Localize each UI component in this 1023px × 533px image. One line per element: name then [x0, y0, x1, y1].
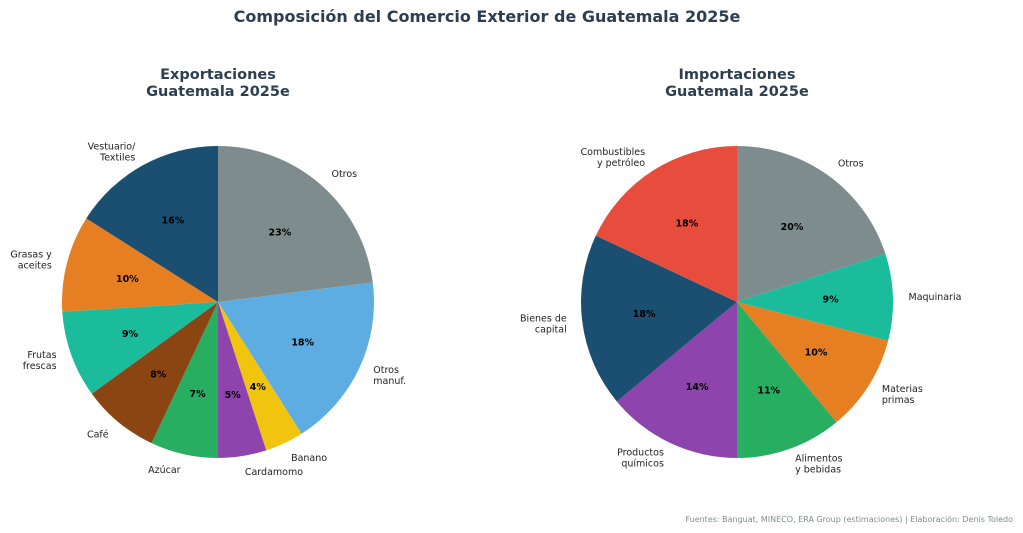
exports-pct-label-2: 4% [250, 382, 267, 393]
exports-title-line-2: Guatemala 2025e [146, 84, 290, 100]
exports-slice-2 [218, 302, 302, 451]
imports-slice-label-line: primas [882, 395, 915, 406]
exports-slice-1 [218, 282, 374, 434]
exports-pct-label-7: 10% [116, 274, 139, 285]
exports-slice-4 [151, 302, 218, 459]
imports-slice-label-line: Productos [617, 447, 664, 458]
exports-slice-label-line: Azúcar [148, 465, 181, 476]
exports-slice-label-0: Otros [331, 169, 357, 180]
imports-slice-5 [581, 235, 737, 402]
imports-title-line-1: Importaciones [678, 67, 795, 83]
imports-slice-label-line: Maquinaria [909, 292, 962, 303]
exports-slice-label-line: Textiles [99, 153, 135, 164]
imports-slice-label-line: Bienes de [520, 314, 567, 325]
imports-slice-0 [737, 146, 886, 302]
exports-slice-label-5: Café [87, 430, 109, 441]
imports-pct-label-1: 9% [822, 295, 839, 306]
exports-slice-label-line: Otros [331, 169, 357, 180]
imports-slice-label-1: Maquinaria [909, 292, 962, 303]
imports-slice-3 [737, 302, 837, 458]
imports-slice-label-4: Productos químicos [617, 447, 664, 469]
imports-slice-label-6: Combustibles y petróleo [581, 147, 646, 169]
exports-pct-label-3: 5% [225, 390, 242, 401]
imports-pct-label-5: 18% [633, 309, 656, 320]
exports-slice-label-line: Vestuario/ [88, 142, 136, 153]
imports-slice-label-line: Combustibles [581, 147, 646, 158]
exports-slice-5 [91, 302, 218, 444]
exports-slice-label-line: Grasas y [10, 249, 52, 260]
exports-pct-label-6: 9% [122, 329, 139, 340]
exports-title-line-1: Exportaciones [160, 67, 276, 83]
exports-pie: Exportaciones Guatemala 2025e 23% Otros 18… [10, 67, 406, 478]
imports-slice-label-5: Bienes de capital [520, 314, 567, 336]
imports-slice-6 [595, 146, 737, 302]
exports-slice-label-8: Vestuario/Textiles [88, 142, 136, 164]
imports-slice-label-3: Alimentos y bebidas [795, 453, 842, 475]
exports-slice-label-line: Cardamomo [245, 467, 303, 478]
exports-slice-label-line: frescas [23, 361, 57, 372]
exports-slice-label-line: aceites [18, 260, 52, 271]
exports-slice-label-4: Azúcar [148, 465, 181, 476]
imports-slice-label-line: y bebidas [795, 464, 841, 475]
exports-slice-label-line: Frutas [27, 350, 56, 361]
exports-slice-label-1: Otros manuf. [373, 365, 406, 387]
source-note: Fuentes: Banguat, MINECO, ERA Group (est… [685, 514, 1013, 524]
chart-main-title: Composición del Comercio Exterior de Gua… [234, 7, 741, 26]
exports-slice-label-line: Otros [373, 365, 399, 376]
imports-pct-label-3: 11% [757, 386, 780, 397]
imports-slice-label-0: Otros [838, 159, 864, 170]
exports-slice-0 [218, 146, 373, 302]
imports-slice-4 [616, 302, 737, 459]
imports-slice-1 [737, 253, 893, 341]
exports-slice-6 [62, 302, 218, 394]
imports-pct-label-6: 18% [675, 218, 698, 229]
imports-slice-label-2: Materias primas [882, 384, 923, 406]
exports-slice-label-2: Banano [291, 453, 327, 464]
imports-slice-label-line: químicos [621, 458, 664, 469]
exports-slice-label-3: Cardamomo [245, 467, 303, 478]
exports-slice-label-line: Banano [291, 453, 327, 464]
exports-slice-label-6: Frutas frescas [23, 350, 57, 372]
imports-pie: Importaciones Guatemala 2025e 20% Otros 9%… [520, 67, 961, 475]
imports-pct-label-2: 10% [805, 348, 828, 359]
imports-pct-label-0: 20% [781, 222, 804, 233]
imports-slice-label-line: Alimentos [795, 453, 842, 464]
exports-slice-label-7: Grasas y aceites [10, 249, 52, 271]
exports-pct-label-5: 8% [150, 370, 167, 381]
exports-pct-label-0: 23% [269, 227, 292, 238]
exports-pct-label-8: 16% [162, 215, 185, 226]
imports-pct-label-4: 14% [686, 382, 709, 393]
exports-slice-3 [218, 302, 267, 458]
exports-slice-8 [86, 146, 218, 302]
imports-slice-2 [737, 302, 889, 423]
imports-title-line-2: Guatemala 2025e [665, 84, 809, 100]
exports-pct-label-4: 7% [190, 389, 207, 400]
exports-slice-label-line: manuf. [373, 376, 406, 387]
exports-slice-label-line: Café [87, 430, 109, 441]
imports-slice-label-line: Materias [882, 384, 923, 395]
imports-slice-label-line: y petróleo [597, 158, 645, 169]
imports-slice-label-line: capital [535, 325, 567, 336]
exports-slice-7 [62, 218, 218, 312]
exports-pct-label-1: 18% [291, 337, 314, 348]
imports-slice-label-line: Otros [838, 159, 864, 170]
